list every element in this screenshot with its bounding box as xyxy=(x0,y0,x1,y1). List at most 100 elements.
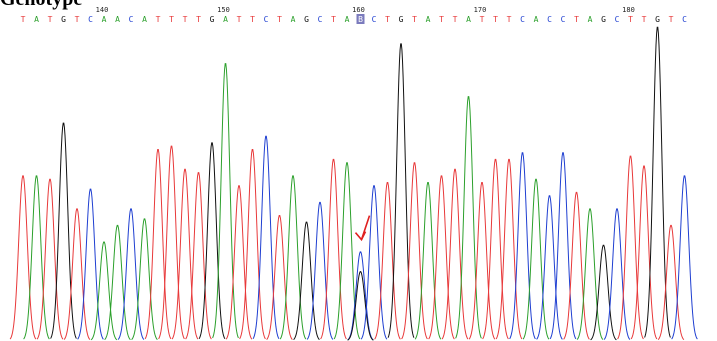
base-call[interactable]: T xyxy=(250,15,255,24)
base-call[interactable]: C xyxy=(615,15,620,24)
trace-peak xyxy=(63,208,91,340)
selected-base-highlight xyxy=(356,14,365,24)
trace-peak xyxy=(549,152,577,340)
base-call[interactable]: G xyxy=(210,15,215,24)
base-call[interactable]: T xyxy=(453,15,458,24)
trace-peak xyxy=(347,251,374,341)
trace-peak xyxy=(225,185,253,340)
base-call[interactable]: T xyxy=(493,15,498,24)
trace-peak xyxy=(266,215,293,340)
base-call[interactable]: C xyxy=(547,15,552,24)
base-call[interactable]: T xyxy=(480,15,485,24)
base-call[interactable]: T xyxy=(196,15,201,24)
trace-peak xyxy=(509,152,536,340)
position-label: 140 xyxy=(96,6,109,14)
trace-peak xyxy=(522,178,550,340)
base-call[interactable]: A xyxy=(142,15,147,24)
base-call[interactable]: T xyxy=(183,15,188,24)
base-call[interactable]: T xyxy=(169,15,174,24)
trace-peak xyxy=(563,191,590,340)
trace-peak xyxy=(279,175,307,340)
trace-peak xyxy=(468,182,496,340)
base-call[interactable]: C xyxy=(682,15,687,24)
position-label: 170 xyxy=(474,6,487,14)
trace-peak xyxy=(320,158,347,340)
base-call[interactable]: G xyxy=(601,15,606,24)
base-call[interactable]: C xyxy=(264,15,269,24)
trace-peak xyxy=(90,241,118,341)
base-call[interactable]: C xyxy=(88,15,93,24)
base-call[interactable]: G xyxy=(399,15,404,24)
trace-peak xyxy=(576,208,604,340)
base-call[interactable]: A xyxy=(345,15,350,24)
trace-peak xyxy=(131,218,158,340)
trace-peak-secondary xyxy=(347,271,374,341)
base-call[interactable]: C xyxy=(372,15,377,24)
trace-peak xyxy=(441,168,469,340)
trace-peak xyxy=(212,63,239,339)
base-call[interactable]: T xyxy=(507,15,512,24)
base-call[interactable]: C xyxy=(561,15,566,24)
base-call[interactable]: C xyxy=(318,15,323,24)
base-call[interactable]: A xyxy=(426,15,431,24)
base-call[interactable]: A xyxy=(291,15,296,24)
trace-peak xyxy=(171,168,199,340)
base-call[interactable]: A xyxy=(534,15,539,24)
trace-peak xyxy=(590,244,617,341)
base-call[interactable]: T xyxy=(156,15,161,24)
base-call[interactable]: G xyxy=(655,15,660,24)
trace-peak xyxy=(252,135,280,339)
trace-peak xyxy=(387,43,415,338)
base-call[interactable]: B xyxy=(358,15,363,24)
base-call[interactable]: T xyxy=(331,15,336,24)
trace-peak xyxy=(50,122,77,339)
base-call[interactable]: T xyxy=(237,15,242,24)
base-call[interactable]: G xyxy=(61,15,66,24)
base-call[interactable]: T xyxy=(574,15,579,24)
base-call[interactable]: A xyxy=(102,15,107,24)
trace-peak xyxy=(239,148,266,340)
trace-peak xyxy=(293,221,320,341)
trace-peak xyxy=(414,182,442,340)
base-call[interactable]: T xyxy=(642,15,647,24)
base-call[interactable]: T xyxy=(48,15,53,24)
base-call[interactable]: A xyxy=(466,15,471,24)
trace-peak xyxy=(644,26,671,338)
base-call[interactable]: A xyxy=(115,15,120,24)
trace-peak xyxy=(428,175,455,340)
base-call[interactable]: T xyxy=(628,15,633,24)
trace-peak xyxy=(401,162,428,340)
trace-peak xyxy=(77,188,104,340)
trace-peak xyxy=(333,162,361,340)
page-heading: Genotype xyxy=(0,0,82,11)
base-call[interactable]: C xyxy=(129,15,134,24)
trace-peak xyxy=(198,142,226,340)
base-call[interactable]: A xyxy=(34,15,39,24)
base-call[interactable]: T xyxy=(21,15,26,24)
trace-peak xyxy=(603,208,631,340)
base-call[interactable]: T xyxy=(669,15,674,24)
trace-peak xyxy=(455,96,482,339)
trace-peak xyxy=(360,185,388,340)
base-call[interactable]: T xyxy=(75,15,80,24)
trace-peak xyxy=(482,158,509,340)
trace-peak xyxy=(630,165,658,340)
position-label: 180 xyxy=(622,6,635,14)
base-call[interactable]: T xyxy=(385,15,390,24)
trace-peak xyxy=(495,158,523,340)
trace-peak xyxy=(104,224,131,341)
trace-peak xyxy=(185,172,212,340)
position-label: 150 xyxy=(217,6,230,14)
base-call[interactable]: G xyxy=(304,15,309,24)
base-call[interactable]: T xyxy=(277,15,282,24)
base-call[interactable]: A xyxy=(588,15,593,24)
base-call[interactable]: T xyxy=(412,15,417,24)
trace-peak xyxy=(9,175,37,340)
trace-peak xyxy=(158,145,185,340)
position-label: 160 xyxy=(352,6,365,14)
base-call[interactable]: C xyxy=(520,15,525,24)
base-call[interactable]: A xyxy=(223,15,228,24)
trace-peak xyxy=(306,201,334,340)
base-call[interactable]: T xyxy=(439,15,444,24)
